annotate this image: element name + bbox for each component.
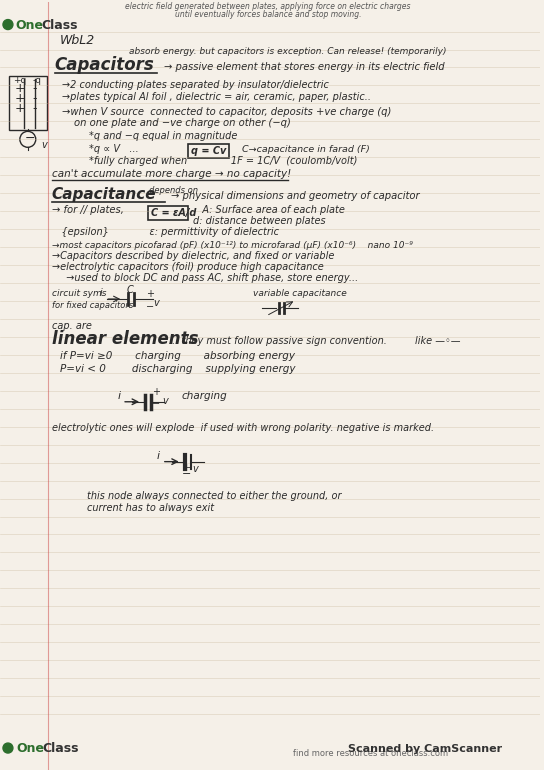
Text: depends on: depends on [149,186,198,196]
Text: → passive element that stores energy in its electric field: → passive element that stores energy in … [164,62,444,72]
Text: for fixed capacitors: for fixed capacitors [52,301,133,310]
Text: →electrolytic capacitors (foil) produce high capacitance: →electrolytic capacitors (foil) produce … [52,262,323,272]
Circle shape [3,19,13,29]
Text: d: distance between plates: d: distance between plates [193,216,325,226]
Text: +: + [182,463,191,473]
Text: i: i [157,450,160,460]
Text: +: + [15,102,26,116]
Text: ... they must follow passive sign convention.: ... they must follow passive sign conven… [169,336,387,346]
Text: → for // plates,: → for // plates, [52,205,123,215]
Text: +: + [152,387,160,397]
Text: Class: Class [42,742,79,755]
Text: this node always connected to either the ground, or: this node always connected to either the… [88,490,342,500]
Text: One: One [16,742,44,755]
Text: A: Surface area of each plate: A: Surface area of each plate [193,205,344,215]
Text: v: v [162,396,168,406]
Text: Scanned by CamScanner: Scanned by CamScanner [348,744,502,754]
Text: Capacitance: Capacitance [52,187,156,203]
Text: v: v [42,140,47,150]
Text: *q ∝ V   ...: *q ∝ V ... [89,144,139,154]
Text: WbL2: WbL2 [60,34,95,46]
Text: →when V source  connected to capacitor, deposits +ve charge (q): →when V source connected to capacitor, d… [61,107,391,117]
Text: *fully charged when              1F = 1C/V  (coulomb/volt): *fully charged when 1F = 1C/V (coulomb/v… [89,156,358,166]
Text: on one plate and −ve charge on other (−q): on one plate and −ve charge on other (−q… [75,119,292,129]
Text: can't accumulate more charge → no capacity!: can't accumulate more charge → no capaci… [52,169,291,179]
Text: electrolytic ones will explode  if used with wrong polarity. negative is marked.: electrolytic ones will explode if used w… [52,423,434,433]
Text: linear elements: linear elements [52,330,198,348]
Text: Class: Class [42,18,78,32]
Text: −: − [182,469,191,479]
Text: C→capacitance in farad (F): C→capacitance in farad (F) [236,146,370,154]
Text: cap. are: cap. are [52,321,91,331]
Text: →used to block DC and pass AC, shift phase, store energy...: →used to block DC and pass AC, shift pha… [60,273,358,283]
Text: like —◦—: like —◦— [415,336,461,346]
Text: if P=vi ≥0       charging       absorbing energy: if P=vi ≥0 charging absorbing energy [60,351,295,361]
Text: −: − [152,399,160,409]
Text: i: i [100,288,102,298]
Text: -q: -q [33,76,42,85]
Text: −: − [146,302,154,312]
Text: variable capacitance: variable capacitance [253,289,347,298]
Text: current has to always exit: current has to always exit [88,503,214,513]
Text: circuit syms: circuit syms [52,289,106,298]
Text: C: C [126,285,133,295]
Text: absorb energy. but capacitors is exception. Can release! (temporarily): absorb energy. but capacitors is excepti… [129,48,447,56]
Text: Capacitors: Capacitors [54,56,154,75]
Text: +q: +q [13,76,26,85]
Text: One: One [15,18,43,32]
Text: find more resources at oneclass.com: find more resources at oneclass.com [293,749,448,758]
Text: charging: charging [182,391,227,400]
Text: →plates typical Al foil , dielectric = air, ceramic, paper, plastic..: →plates typical Al foil , dielectric = a… [61,92,370,102]
Text: {epsilon}             ε: permittivity of dielectric: {epsilon} ε: permittivity of dielectric [52,227,279,237]
Text: −: − [25,132,35,146]
Circle shape [3,743,13,753]
Text: P=vi < 0        discharging    supplying energy: P=vi < 0 discharging supplying energy [60,364,295,373]
Text: +: + [15,82,26,95]
Text: q = Cv: q = Cv [190,146,226,156]
Text: →2 conducting plates separated by insulator/dielectric: →2 conducting plates separated by insula… [61,80,329,90]
Text: until eventually forces balance and stop moving.: until eventually forces balance and stop… [175,9,361,18]
Text: +: + [146,289,154,299]
Text: i: i [117,391,120,400]
Text: v: v [193,464,199,474]
Text: electric field generated between plates, applying force on electric charges: electric field generated between plates,… [125,2,411,11]
Text: C = εA/d: C = εA/d [151,208,196,218]
Text: v: v [153,298,159,308]
Text: +: + [15,92,26,105]
Text: → physical dimensions and geometry of capacitor: → physical dimensions and geometry of ca… [171,191,419,201]
Text: *q and −q equal in magnitude: *q and −q equal in magnitude [89,132,238,142]
Text: →Capacitors described by dielectric, and fixed or variable: →Capacitors described by dielectric, and… [52,251,334,261]
Text: -: - [33,82,38,95]
Text: -: - [33,92,38,105]
Text: →most capacitors picofarad (pF) (x10⁻¹²) to microfarad (μF) (x10⁻⁶)    nano 10⁻⁹: →most capacitors picofarad (pF) (x10⁻¹²)… [52,241,412,250]
Text: -: - [33,102,38,116]
